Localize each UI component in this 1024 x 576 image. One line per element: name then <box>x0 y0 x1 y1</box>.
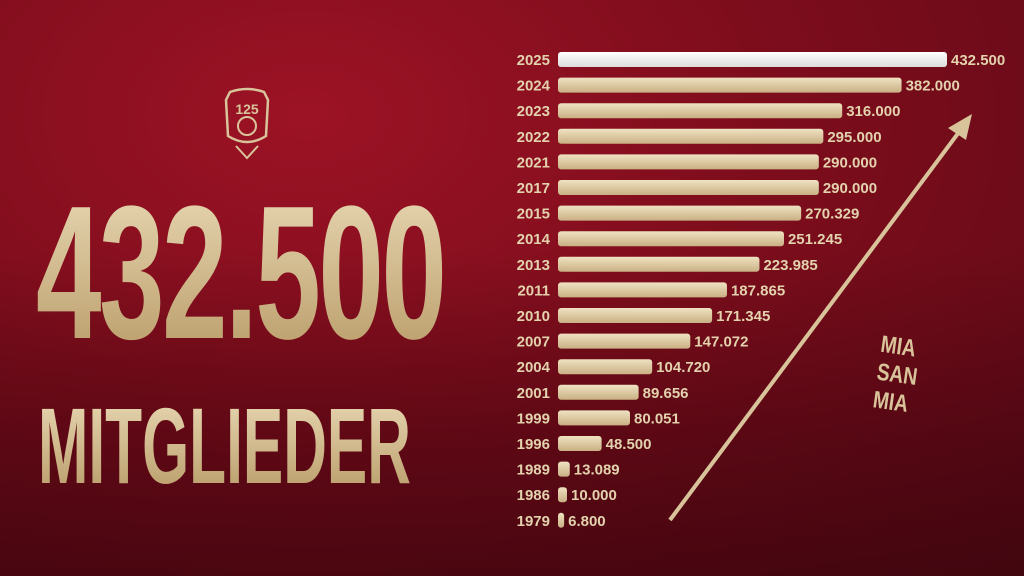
value-label: 290.000 <box>823 180 877 197</box>
year-label: 2001 <box>517 385 550 402</box>
value-label: 270.329 <box>805 206 859 223</box>
year-label: 2010 <box>517 308 550 325</box>
year-label: 2011 <box>517 282 550 299</box>
value-label: 223.985 <box>763 257 817 274</box>
value-label: 187.865 <box>731 282 785 299</box>
bar-2001 <box>558 384 639 400</box>
value-label: 10.000 <box>571 487 617 504</box>
year-label: 2007 <box>517 334 550 351</box>
bar-2021 <box>558 154 819 170</box>
members-label: MITGLIEDER <box>38 385 411 506</box>
value-label: 48.500 <box>606 436 652 453</box>
bar-1999 <box>558 410 630 426</box>
year-label: 2022 <box>517 129 550 146</box>
member-count-headline: 432.500 <box>36 167 447 379</box>
growth-arrow-line <box>668 126 964 522</box>
bar-1986 <box>558 487 567 503</box>
year-label: 1989 <box>517 462 550 479</box>
year-label: 2025 <box>517 52 550 69</box>
bar-2014 <box>558 231 784 247</box>
year-label: 1979 <box>517 513 550 530</box>
club-crest-logo: 125 <box>224 87 270 160</box>
value-label: 295.000 <box>827 129 881 146</box>
value-label: 80.051 <box>634 410 680 427</box>
year-label: 1996 <box>517 436 550 453</box>
value-label: 89.656 <box>643 385 689 402</box>
year-label: 2013 <box>517 257 550 274</box>
value-label: 104.720 <box>656 359 710 376</box>
value-label: 171.345 <box>716 308 770 325</box>
bar-2004 <box>558 359 653 375</box>
year-label: 2017 <box>517 180 550 197</box>
year-label: 2014 <box>517 231 551 248</box>
value-label: 13.089 <box>574 462 620 479</box>
value-label: 147.072 <box>694 334 748 351</box>
bar-2013 <box>558 256 760 272</box>
bar-2022 <box>558 128 824 144</box>
stadium-background <box>0 250 1024 576</box>
bar-2010 <box>558 308 713 323</box>
year-label: 2024 <box>517 78 551 95</box>
bar-2007 <box>558 333 691 349</box>
bar-2015 <box>558 205 802 221</box>
bar-1989 <box>558 461 570 477</box>
growth-arrow-head <box>948 114 972 140</box>
bar-1996 <box>558 436 602 451</box>
bar-2017 <box>558 180 819 195</box>
bar-2023 <box>558 103 843 119</box>
value-label: 432.500 <box>951 52 1005 69</box>
year-label: 2004 <box>517 359 551 376</box>
year-label: 2015 <box>517 206 550 223</box>
value-label: 382.000 <box>906 78 960 95</box>
value-label: 6.800 <box>568 513 606 530</box>
year-label: 2023 <box>517 103 550 120</box>
crest-text: 125 <box>235 101 259 117</box>
value-label: 251.245 <box>788 231 842 248</box>
bar-2025 <box>558 52 947 67</box>
year-label: 2021 <box>517 154 550 171</box>
year-label: 1999 <box>517 410 550 427</box>
value-label: 316.000 <box>846 103 900 120</box>
bar-2011 <box>558 282 727 298</box>
bar-1979 <box>558 512 565 528</box>
value-label: 290.000 <box>823 154 877 171</box>
bar-2024 <box>558 77 902 93</box>
year-label: 1986 <box>517 487 550 504</box>
